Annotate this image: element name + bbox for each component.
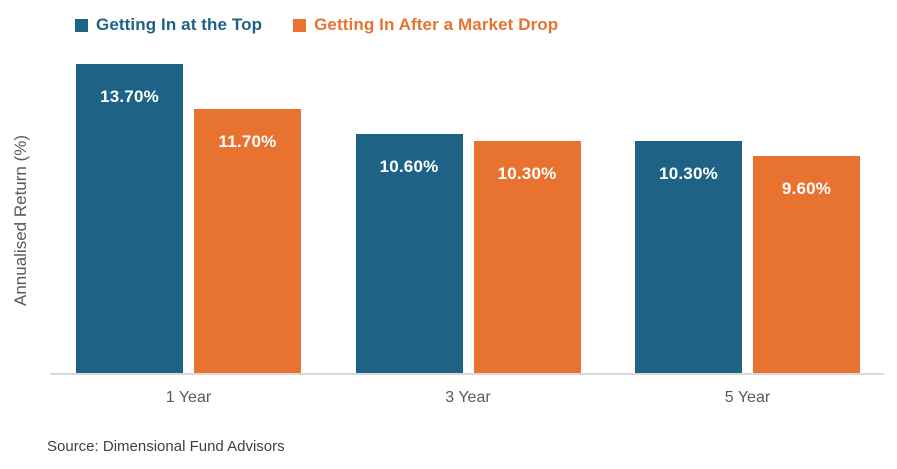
plot-area: 13.70% 11.70% 10.60% 10.30% 10.30% 9.60% — [50, 64, 884, 375]
bar-value-label: 10.30% — [497, 164, 557, 183]
chart-legend: Getting In at the Top Getting In After a… — [75, 15, 558, 35]
bar-top-1-year: 13.70% — [76, 64, 183, 373]
bar-group-5-year: 10.30% 9.60% — [635, 64, 860, 373]
legend-item-getting-in-after-a-market-drop: Getting In After a Market Drop — [293, 15, 558, 35]
bar-after-drop-3-year: 10.30% — [473, 141, 581, 373]
legend-label-after-drop: Getting In After a Market Drop — [314, 15, 559, 34]
bar-group-1-year: 13.70% 11.70% — [76, 64, 301, 373]
y-axis-title: Annualised Return (%) — [11, 134, 30, 307]
bar-group-3-year: 10.60% 10.30% — [355, 64, 581, 373]
bar-value-label: 10.60% — [379, 157, 439, 176]
source-note: Source: Dimensional Fund Advisors — [47, 438, 285, 455]
legend-item-getting-in-at-the-top: Getting In at the Top — [75, 15, 262, 35]
legend-label-top: Getting In at the Top — [96, 15, 263, 34]
bar-top-5-year: 10.30% — [635, 141, 742, 373]
bar-after-drop-5-year: 9.60% — [753, 156, 860, 373]
x-axis-labels: 1 Year 3 Year 5 Year — [50, 389, 884, 407]
legend-swatch-orange-icon — [293, 18, 307, 32]
legend-swatch-blue-icon — [75, 18, 88, 32]
bar-value-label: 10.30% — [659, 164, 718, 183]
bar-value-label: 13.70% — [100, 87, 159, 106]
x-tick-label-1-year: 1 Year — [165, 389, 212, 406]
x-tick-label-3-year: 3 Year — [445, 389, 491, 406]
bar-after-drop-1-year: 11.70% — [194, 109, 301, 373]
bar-value-label: 9.60% — [781, 179, 832, 198]
bar-top-3-year: 10.60% — [355, 134, 463, 373]
bar-value-label: 11.70% — [218, 132, 277, 151]
x-tick-label-5-year: 5 Year — [724, 389, 771, 406]
